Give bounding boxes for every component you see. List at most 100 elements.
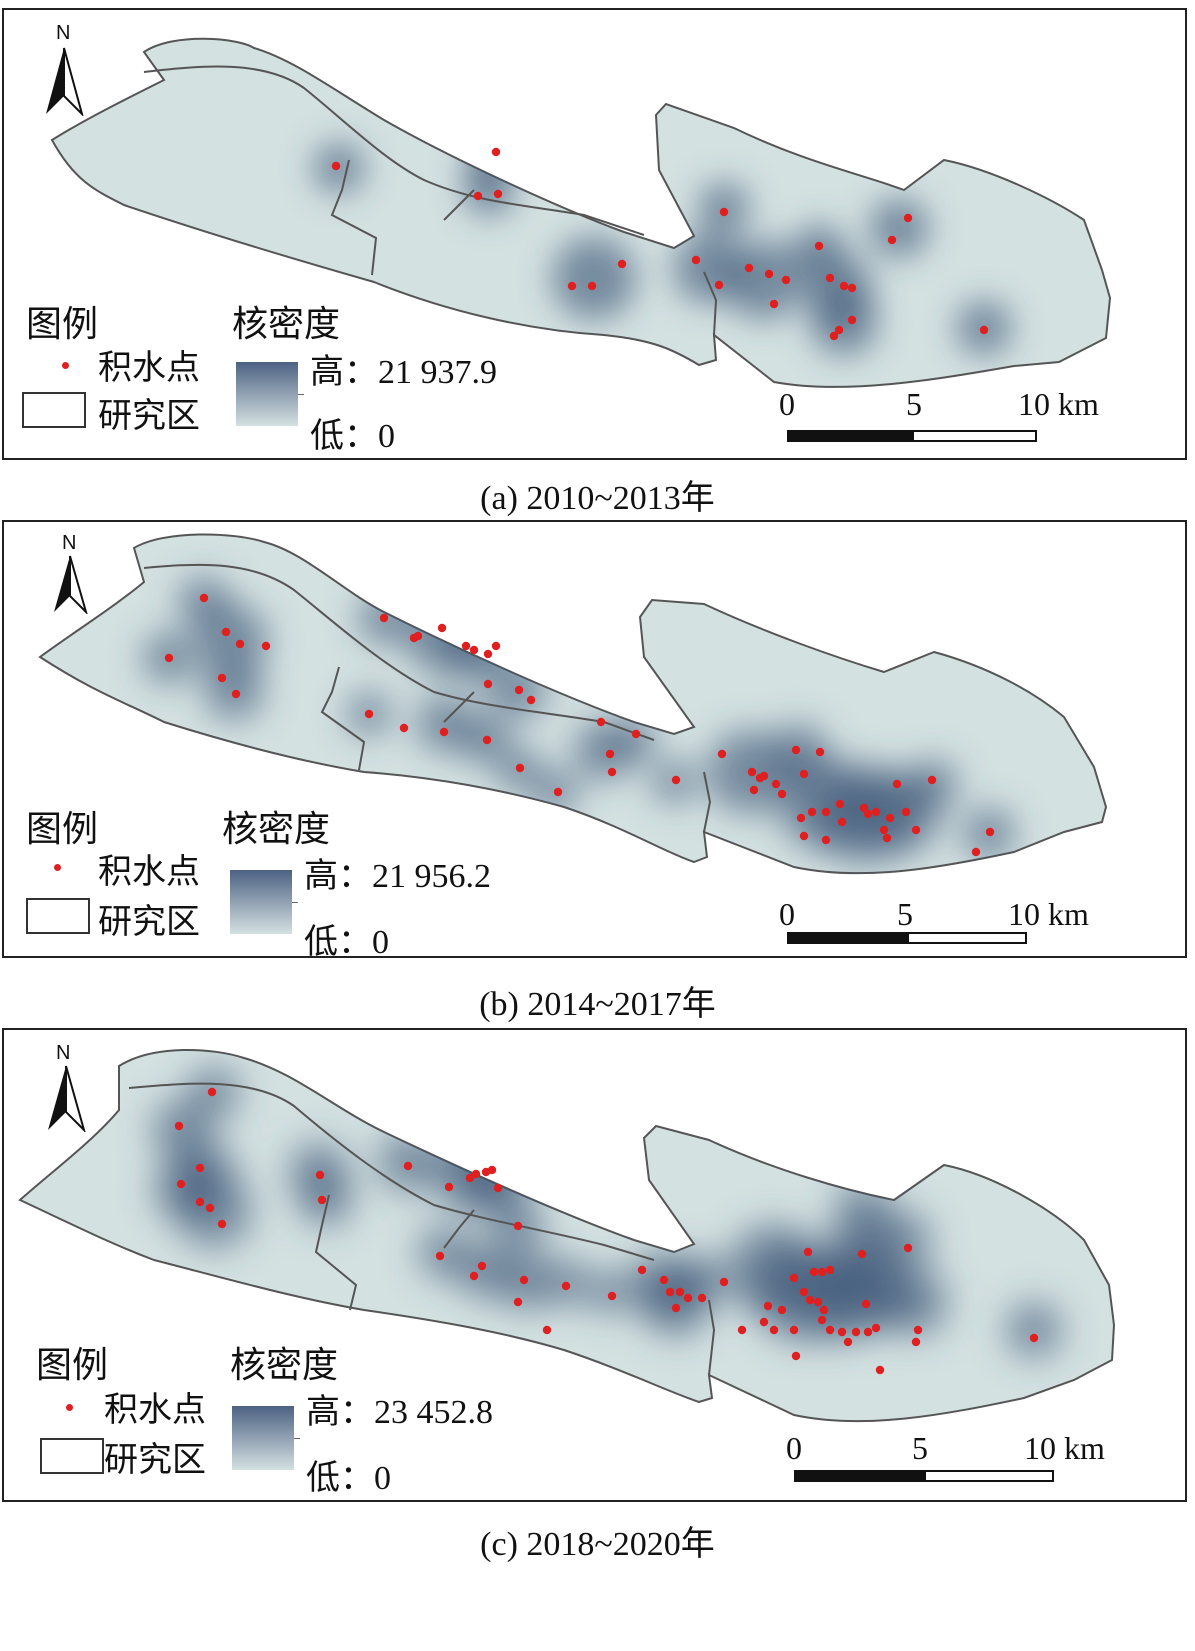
waterlogging-point (176, 1179, 186, 1189)
density-hotspot (463, 164, 515, 216)
waterlogging-point (491, 641, 501, 651)
waterlogging-point (665, 1287, 675, 1297)
waterlogging-point (174, 1121, 184, 1131)
waterlogging-point (875, 1365, 885, 1375)
waterlogging-point (235, 639, 245, 649)
waterlogging-point (843, 1337, 853, 1347)
waterlogging-point (413, 631, 423, 641)
waterlogging-point (435, 1251, 445, 1261)
scale-label-10km: 10 km (1018, 386, 1099, 422)
waterlogging-point (469, 1271, 479, 1281)
waterlogging-point (799, 769, 809, 779)
waterlogging-point (807, 807, 817, 817)
density-legend-title: 核密度 (222, 809, 331, 850)
waterlogging-point (444, 1182, 454, 1192)
waterlogging-point (789, 1325, 799, 1335)
waterlogging-point (759, 1317, 769, 1327)
waterlogging-point (764, 269, 774, 279)
waterlogging-point (675, 1287, 685, 1297)
waterlogging-point (887, 235, 897, 245)
district-boundaries (143, 563, 712, 833)
waterlogging-point (195, 1197, 205, 1207)
waterlogging-points (164, 593, 995, 857)
waterlogging-point (781, 275, 791, 285)
area-legend-label: 研究区 (98, 902, 200, 942)
waterlogging-point (863, 1327, 873, 1337)
waterlogging-point (697, 1293, 707, 1303)
point-legend-label: 积水点 (98, 348, 200, 388)
waterlogging-point (737, 1325, 747, 1335)
scale-label-10km: 10 km (1024, 1430, 1105, 1466)
waterlogging-point (825, 1265, 835, 1275)
waterlogging-point (519, 1275, 529, 1285)
waterlogging-point (719, 1277, 729, 1287)
density-hotspot (612, 718, 656, 762)
caption-a: (a) 2010~2013年 (480, 480, 715, 517)
density-hotspot (680, 1256, 728, 1304)
waterlogging-point (515, 763, 525, 773)
waterlogging-point (487, 1165, 497, 1175)
waterlogging-point (825, 1325, 835, 1335)
caption-b: (b) 2014~2017年 (479, 986, 716, 1023)
map-panel-a: N 图例 核密度 积水点 研究区 高：21 937.9 低：0 0 5 10 k… (2, 8, 1187, 460)
legend-title: 图例 (26, 809, 99, 850)
north-label: N (56, 1042, 71, 1064)
point-legend-label: 积水点 (104, 1390, 206, 1430)
density-hotspot (204, 660, 264, 720)
waterlogging-point (813, 1297, 823, 1307)
waterlogging-point (903, 1243, 913, 1253)
waterlogging-point (364, 709, 374, 719)
waterlogging-point (791, 1351, 801, 1361)
waterlogging-point (834, 325, 844, 335)
map-canvas (18, 1049, 1116, 1423)
scale-label-5: 5 (897, 896, 913, 932)
study-area-outline (50, 37, 1112, 388)
waterlogging-point (217, 673, 227, 683)
density-hotspot (552, 236, 636, 320)
waterlogging-point (985, 827, 995, 837)
waterlogging-point (871, 1323, 881, 1333)
density-hotspot (810, 288, 878, 356)
density-color-ramp (230, 870, 292, 934)
waterlogging-point (164, 653, 174, 663)
waterlogging-point (839, 281, 849, 291)
waterlogging-point (607, 1291, 617, 1301)
north-arrow-icon (48, 1065, 86, 1132)
waterlogging-point (473, 191, 483, 201)
waterlogging-point (837, 1327, 847, 1337)
waterlogging-point (769, 1325, 779, 1335)
waterlogging-point (817, 1267, 827, 1277)
density-hotspot (876, 1212, 932, 1268)
area-legend-label: 研究区 (98, 396, 200, 436)
density-hotspot (869, 198, 929, 258)
point-legend-label: 积水点 (98, 852, 200, 892)
legend-title: 图例 (36, 1345, 109, 1386)
waterlogging-point (482, 735, 492, 745)
waterlogging-point (221, 627, 231, 637)
scale-label-5: 5 (906, 386, 922, 422)
waterlogging-point (195, 1163, 205, 1173)
density-low-label: 低：0 (306, 1458, 391, 1498)
waterlogging-point (199, 593, 209, 603)
waterlogging-point (471, 1169, 481, 1179)
waterlogging-point (483, 649, 493, 659)
density-hotspot (1006, 1302, 1062, 1358)
waterlogging-point (477, 1261, 487, 1271)
waterlogging-point (777, 1305, 787, 1315)
waterlogging-point (403, 1161, 413, 1171)
waterlogging-point (483, 679, 493, 689)
point-legend-symbol (66, 1404, 73, 1411)
waterlogging-point (847, 283, 857, 293)
waterlogging-point (526, 695, 536, 705)
area-legend-label: 研究区 (104, 1440, 206, 1480)
waterlogging-point (821, 807, 831, 817)
waterlogging-point (777, 789, 787, 799)
scale-label-0: 0 (779, 386, 795, 422)
density-color-ramp (232, 1406, 294, 1470)
waterlogging-point (803, 1247, 813, 1257)
waterlogging-point (469, 645, 479, 655)
waterlogging-point (617, 259, 627, 269)
map-panel-c: N 图例 核密度 积水点 研究区 高：23 452.8 低：0 0 5 10 k… (2, 1028, 1187, 1502)
waterlogging-point (861, 1299, 871, 1309)
district-boundaries (128, 1082, 716, 1376)
